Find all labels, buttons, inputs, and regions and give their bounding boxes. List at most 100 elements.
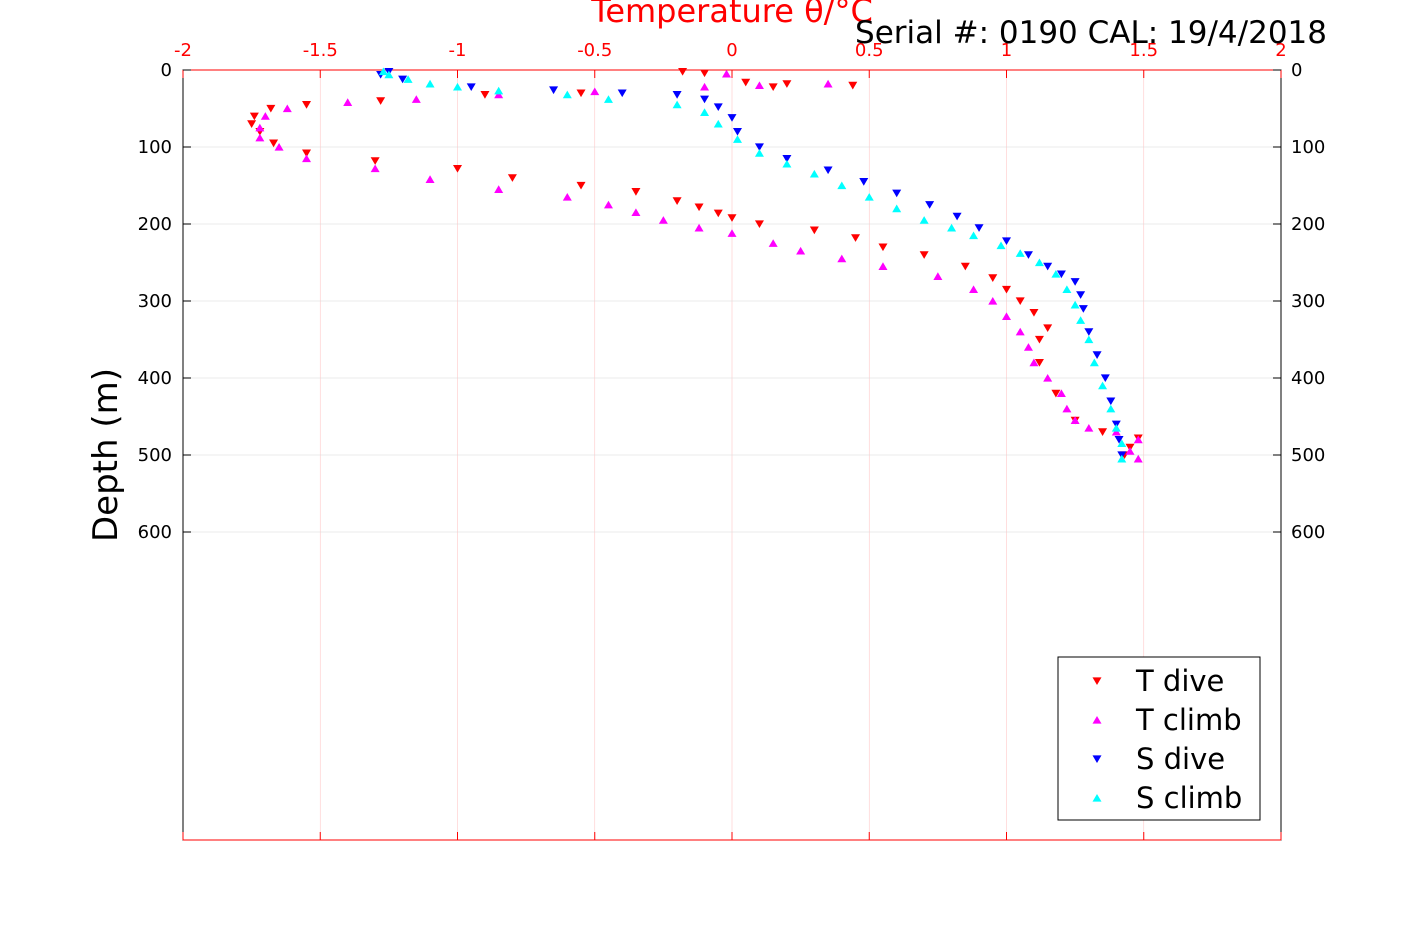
- point-t-dive: [269, 139, 279, 148]
- x-tick-label: 2: [1275, 40, 1286, 61]
- y-tick-label-right: 0: [1291, 60, 1302, 81]
- point-t-climb: [1029, 358, 1039, 367]
- point-t-climb: [282, 104, 292, 113]
- point-s-climb: [754, 149, 764, 157]
- series-t-dive: [247, 67, 1143, 460]
- point-s-climb: [864, 193, 874, 201]
- point-s-climb: [1089, 358, 1099, 367]
- point-t-dive: [1029, 308, 1039, 317]
- point-t-dive: [480, 91, 490, 99]
- point-s-climb: [1034, 258, 1044, 267]
- point-s-climb: [809, 169, 819, 178]
- point-t-climb: [343, 98, 353, 106]
- point-s-dive: [1002, 237, 1011, 245]
- point-t-dive: [1034, 335, 1044, 344]
- point-s-climb: [947, 223, 957, 232]
- x-tick-label: -1.5: [303, 40, 338, 61]
- point-s-climb: [425, 79, 435, 88]
- point-t-climb: [370, 164, 380, 173]
- point-t-dive: [672, 197, 682, 205]
- point-s-climb: [1070, 300, 1080, 309]
- point-s-dive: [672, 91, 682, 99]
- point-s-climb: [494, 86, 504, 95]
- point-t-climb: [878, 262, 888, 270]
- point-t-dive: [768, 83, 778, 91]
- data-points: [247, 67, 1143, 463]
- point-t-dive: [754, 220, 764, 229]
- point-t-dive: [713, 209, 723, 218]
- point-s-dive: [466, 83, 476, 91]
- y-tick-label-left: 0: [161, 60, 172, 81]
- point-t-climb: [260, 112, 270, 120]
- point-t-climb: [1133, 435, 1143, 444]
- point-t-dive: [782, 80, 792, 88]
- point-t-climb: [494, 90, 504, 99]
- y-tick-label-right: 300: [1291, 291, 1325, 312]
- point-s-dive: [1106, 397, 1116, 406]
- point-s-dive: [732, 128, 742, 136]
- point-t-dive: [247, 120, 257, 128]
- point-t-climb: [700, 82, 710, 91]
- point-t-dive: [727, 214, 737, 222]
- y-tick-label-right: 600: [1291, 522, 1325, 543]
- x-tick-label: -1: [449, 40, 467, 61]
- point-t-climb: [1133, 454, 1143, 463]
- point-t-dive: [988, 274, 998, 282]
- point-t-climb: [1111, 427, 1121, 436]
- point-t-climb: [1070, 416, 1080, 424]
- point-t-climb: [1056, 389, 1066, 397]
- point-t-dive: [741, 78, 751, 87]
- point-t-dive: [848, 81, 858, 90]
- point-t-climb: [302, 154, 312, 163]
- point-s-dive: [1100, 374, 1110, 383]
- point-s-climb: [996, 241, 1006, 250]
- point-s-dive: [1043, 262, 1053, 271]
- point-s-climb: [378, 67, 388, 76]
- point-t-climb: [658, 216, 668, 224]
- point-t-climb: [1043, 373, 1053, 382]
- x-tick-label: 0.5: [855, 40, 884, 61]
- point-t-dive: [453, 164, 462, 173]
- point-s-dive: [1078, 305, 1088, 313]
- point-t-climb: [969, 285, 979, 294]
- point-t-dive: [700, 69, 710, 78]
- point-t-climb: [255, 133, 265, 142]
- point-t-climb: [754, 81, 764, 89]
- x-tick-label: 1: [1001, 40, 1012, 61]
- point-t-dive: [851, 234, 861, 242]
- point-t-climb: [562, 193, 572, 201]
- point-s-climb: [782, 159, 792, 168]
- point-s-climb: [672, 100, 682, 109]
- point-s-dive: [727, 114, 737, 122]
- point-t-climb: [1015, 327, 1025, 336]
- point-t-dive: [249, 112, 259, 121]
- point-t-dive: [576, 181, 586, 190]
- point-t-climb: [722, 69, 732, 78]
- point-t-dive: [576, 89, 586, 98]
- point-s-climb: [732, 135, 742, 143]
- point-t-dive: [878, 243, 888, 252]
- point-t-climb: [274, 142, 284, 151]
- point-s-dive: [1023, 251, 1033, 259]
- point-s-climb: [603, 95, 613, 103]
- point-s-dive: [892, 189, 902, 198]
- point-s-dive: [823, 166, 833, 175]
- point-s-climb: [892, 204, 902, 213]
- legend-marker-t-dive: [1092, 677, 1102, 686]
- legend: T dive T climb S dive S climb: [1057, 656, 1261, 821]
- point-s-dive: [859, 178, 869, 186]
- y-tick-label-left: 600: [138, 522, 172, 543]
- legend-label-s-dive: S dive: [1136, 742, 1225, 776]
- y-tick-label-right: 200: [1291, 214, 1325, 235]
- point-s-climb: [713, 119, 723, 128]
- legend-label-t-dive: T dive: [1135, 664, 1224, 698]
- point-s-dive: [754, 143, 764, 152]
- point-t-dive: [919, 251, 929, 259]
- point-t-dive: [631, 188, 641, 196]
- y-tick-label-left: 500: [138, 445, 172, 466]
- point-s-dive: [1114, 436, 1124, 444]
- x-tick-label: -0.5: [577, 40, 612, 61]
- x-tick-label: 1.5: [1129, 40, 1158, 61]
